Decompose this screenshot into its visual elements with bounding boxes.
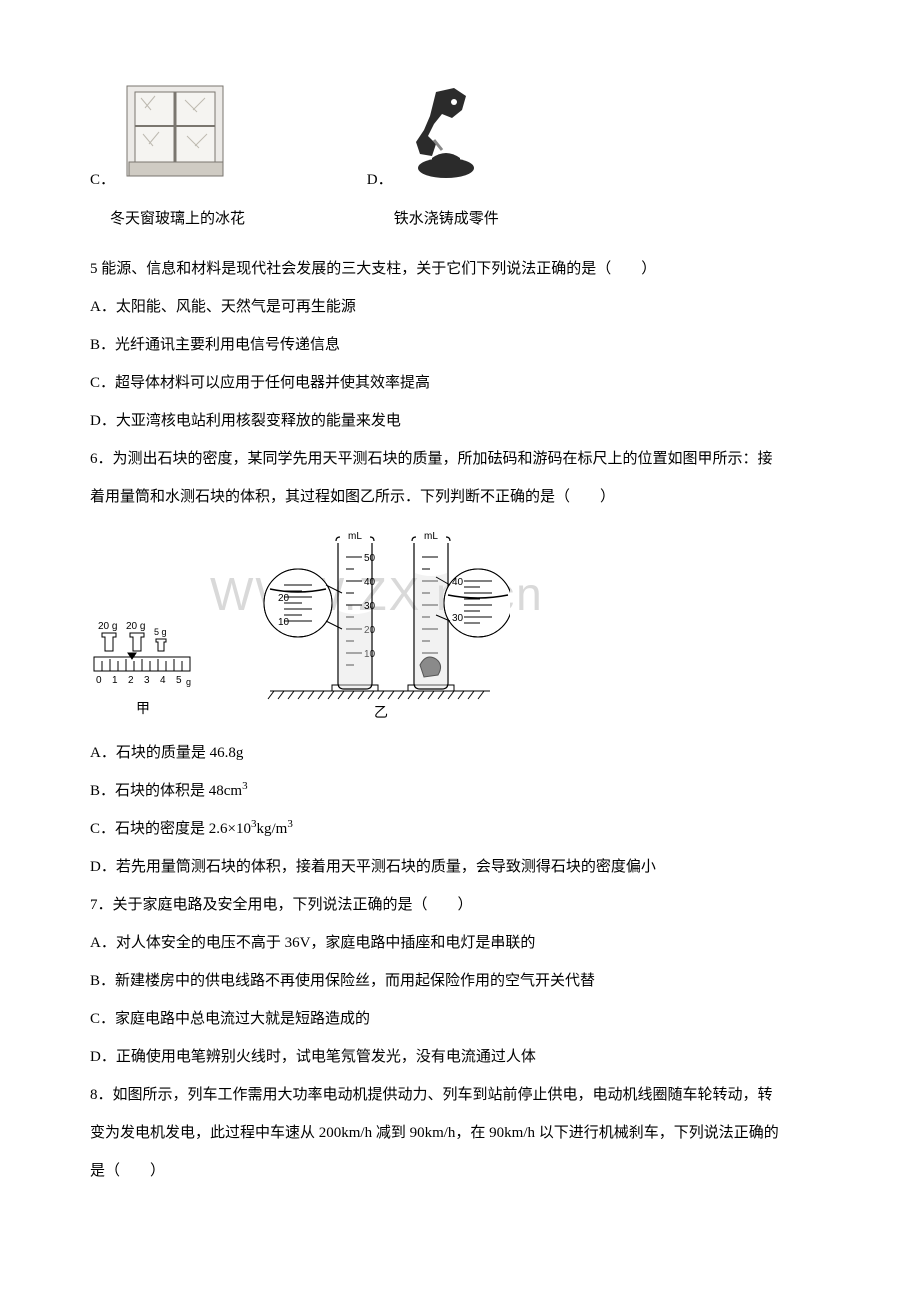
svg-text:30: 30	[364, 601, 376, 612]
svg-text:4: 4	[160, 675, 166, 686]
svg-text:20 g: 20 g	[126, 621, 145, 632]
q7-stem: 7．关于家庭电路及安全用电，下列说法正确的是（ ）	[90, 887, 830, 923]
q5-stem: 5 能源、信息和材料是现代社会发展的三大支柱，关于它们下列说法正确的是（ ）	[90, 251, 830, 287]
caption-d: 铁水浇铸成零件	[394, 206, 499, 233]
option-c-label: C．	[90, 162, 115, 198]
svg-text:50: 50	[364, 553, 376, 564]
q6-opt-c: C．石块的密度是 2.6×103kg/m3	[90, 811, 830, 847]
q7-opt-a: A．对人体安全的电压不高于 36V，家庭电路中插座和电灯是串联的	[90, 925, 830, 961]
q6-opt-b: B．石块的体积是 48cm3	[90, 773, 830, 809]
caption-row-cd: 冬天窗玻璃上的冰花 铁水浇铸成零件	[90, 206, 830, 233]
svg-text:g: g	[186, 677, 191, 687]
option-d-image	[402, 84, 492, 198]
option-row-cd: C． D．	[90, 80, 830, 198]
q7-opt-c: C．家庭电路中总电流过大就是短路造成的	[90, 1001, 830, 1037]
q8-stem-line1: 8．如图所示，列车工作需用大功率电动机提供动力、列车到站前停止供电，电动机线圈随…	[90, 1077, 830, 1113]
caption-c: 冬天窗玻璃上的冰花	[110, 206, 390, 233]
q6-opt-c-sup2: 3	[287, 818, 293, 830]
svg-text:1: 1	[112, 675, 118, 686]
q8-stem-line3: 是（ ）	[90, 1153, 830, 1189]
svg-text:mL: mL	[424, 531, 438, 542]
option-d-label: D．	[367, 162, 393, 198]
svg-text:20 g: 20 g	[98, 621, 117, 632]
q6-stem-line1: 6．为测出石块的密度，某同学先用天平测石块的质量，所加砝码和游码在标尺上的位置如…	[90, 441, 830, 477]
svg-text:5 g: 5 g	[154, 627, 167, 637]
svg-text:10: 10	[278, 617, 290, 628]
q5-opt-b: B．光纤通讯主要利用电信号传递信息	[90, 327, 830, 363]
option-c-image	[125, 80, 227, 198]
q5-opt-a: A．太阳能、风能、天然气是可再生能源	[90, 289, 830, 325]
q6-opt-c-mid: kg/m	[256, 821, 287, 837]
svg-text:40: 40	[364, 577, 376, 588]
svg-text:2: 2	[128, 675, 134, 686]
q8-stem-line2: 变为发电机发电，此过程中车速从 200km/h 减到 90km/h，在 90km…	[90, 1115, 830, 1151]
q6-stem-line2: 着用量筒和水测石块的体积，其过程如图乙所示．下列判断不正确的是（ ）	[90, 479, 830, 515]
svg-text:20: 20	[278, 593, 290, 604]
q6-figure: WWW.ZX m.cn 20 g 20 g 5 g	[90, 525, 830, 729]
q5-opt-d: D．大亚湾核电站利用核裂变释放的能量来发电	[90, 403, 830, 439]
svg-text:30: 30	[452, 613, 464, 624]
q7-opt-d: D．正确使用电笔辨别火线时，试电笔氖管发光，没有电流通过人体	[90, 1039, 830, 1075]
q6-opt-c-pre: C．石块的密度是 2.6×10	[90, 821, 251, 837]
svg-text:mL: mL	[348, 531, 362, 542]
q6-opt-b-sup: 3	[242, 780, 248, 792]
q7-opt-b: B．新建楼房中的供电线路不再使用保险丝，而用起保险作用的空气开关代替	[90, 963, 830, 999]
q6-opt-b-text: B．石块的体积是 48cm	[90, 783, 242, 799]
q5-opt-c: C．超导体材料可以应用于任何电器并使其效率提高	[90, 365, 830, 401]
q6-opt-d: D．若先用量筒测石块的体积，接着用天平测石块的质量，会导致测得石块的密度偏小	[90, 849, 830, 885]
q6-opt-a: A．石块的质量是 46.8g	[90, 735, 830, 771]
svg-text:0: 0	[96, 675, 102, 686]
option-d-item: D．	[367, 84, 493, 198]
option-c-item: C．	[90, 80, 227, 198]
svg-text:甲: 甲	[136, 702, 150, 717]
svg-text:5: 5	[176, 675, 182, 686]
svg-text:3: 3	[144, 675, 150, 686]
svg-text:乙: 乙	[374, 705, 388, 721]
svg-text:40: 40	[452, 577, 464, 588]
